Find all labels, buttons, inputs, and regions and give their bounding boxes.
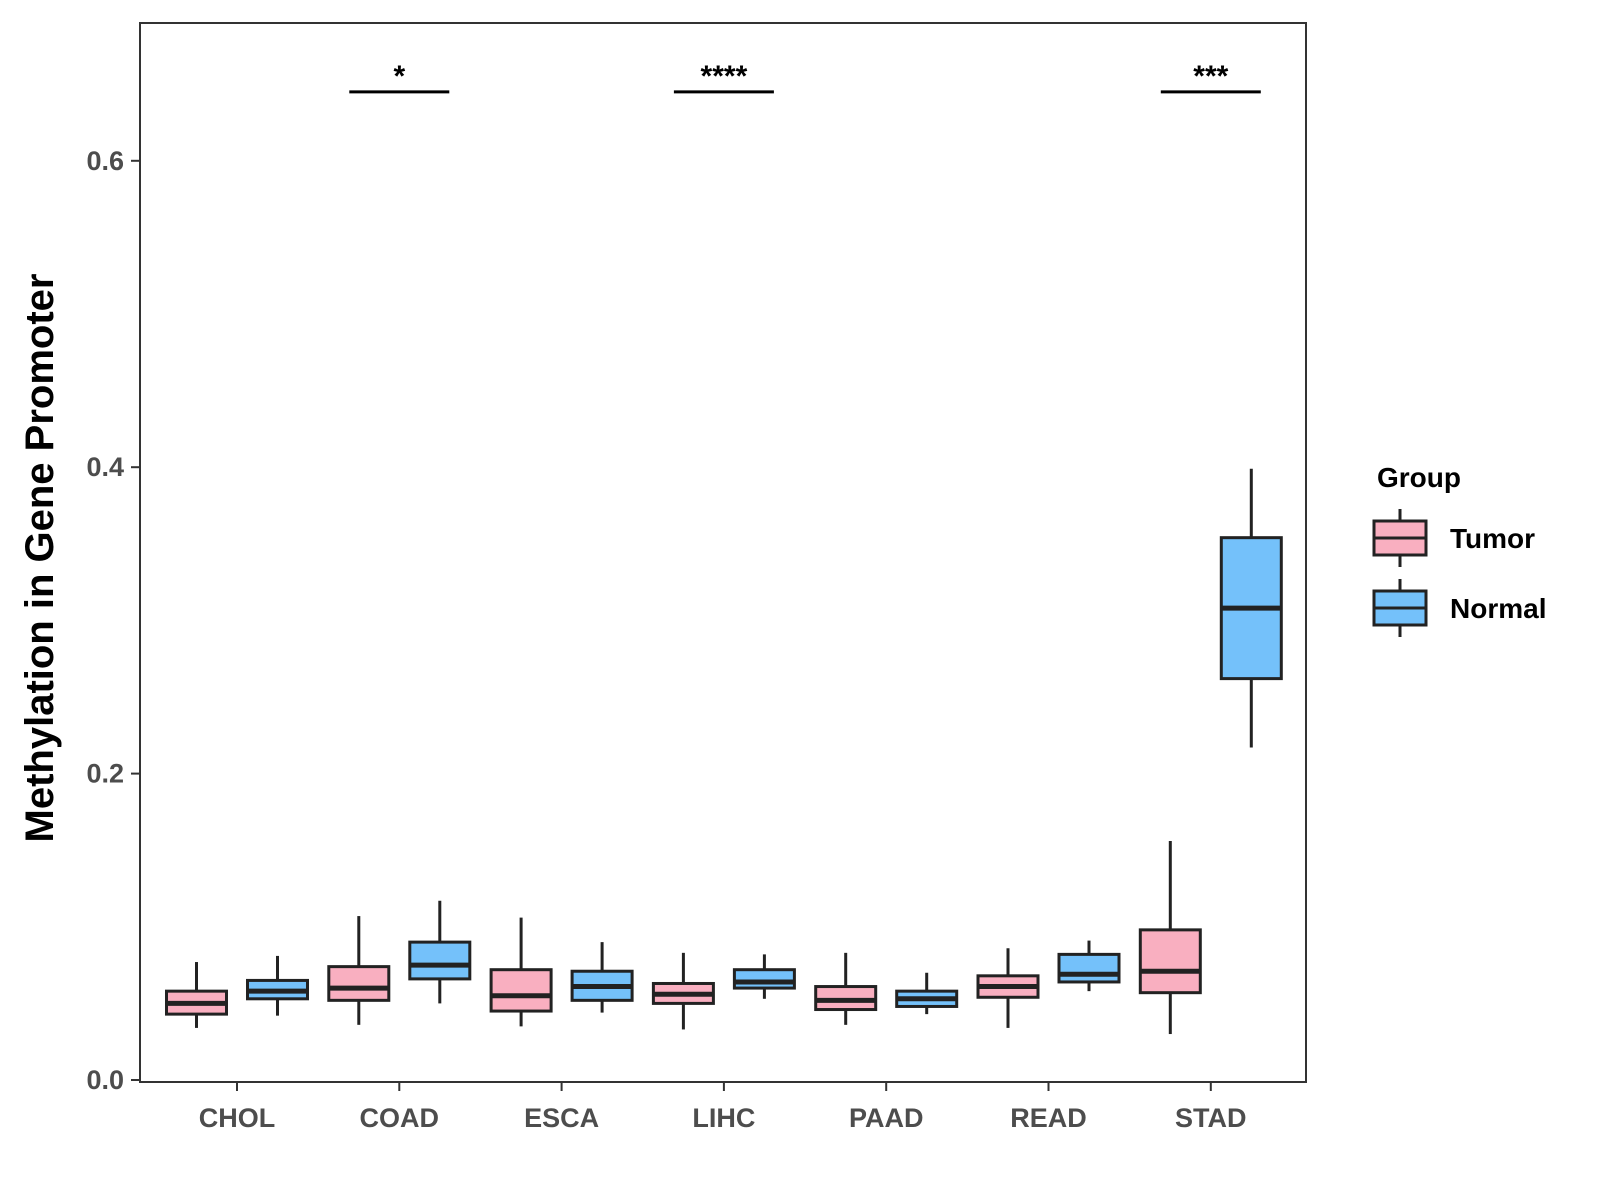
box-normal-lihc xyxy=(732,954,796,999)
y-tick-label: 0.2 xyxy=(86,759,124,789)
y-tick-label: 0.4 xyxy=(86,452,124,482)
x-tick-label: PAAD xyxy=(849,1103,924,1133)
significance-annotations: * **** *** xyxy=(349,60,1261,94)
box-body xyxy=(1057,952,1121,984)
box-tumor-chol xyxy=(165,962,228,1028)
x-axis: CHOL COAD ESCA LIHC PAAD READ STAD xyxy=(199,1082,1247,1133)
box-body xyxy=(1138,928,1202,995)
box-normal-coad xyxy=(408,900,472,1004)
box-normal-esca xyxy=(570,942,634,1013)
legend-title: Group xyxy=(1377,462,1461,493)
significance-label: *** xyxy=(1193,60,1228,93)
box-body xyxy=(408,940,472,981)
box-body xyxy=(732,968,796,990)
box-tumor-lihc xyxy=(651,952,715,1030)
legend-label-normal: Normal xyxy=(1450,593,1546,624)
box-body xyxy=(489,968,553,1013)
x-tick-label: ESCA xyxy=(524,1103,599,1133)
legend: Group Tumor Normal xyxy=(1372,462,1546,637)
legend-label-tumor: Tumor xyxy=(1450,523,1535,554)
x-tick-label: READ xyxy=(1010,1103,1087,1133)
box-normal-paad xyxy=(895,972,959,1015)
y-tick-label: 0.6 xyxy=(86,146,124,176)
significance-label: **** xyxy=(701,60,748,93)
box-tumor-stad xyxy=(1138,841,1202,1035)
box-body xyxy=(327,965,391,1002)
box-normal-read xyxy=(1057,940,1121,992)
box-series-group xyxy=(165,468,1283,1035)
box-normal-chol xyxy=(246,955,309,1016)
y-axis-title: Methylation in Gene Promoter xyxy=(18,274,62,843)
box-tumor-paad xyxy=(814,952,878,1025)
x-tick-label: CHOL xyxy=(199,1103,276,1133)
y-tick-label: 0.0 xyxy=(86,1065,124,1095)
y-axis: 0.0 0.2 0.4 0.6 xyxy=(86,146,140,1095)
x-tick-label: COAD xyxy=(360,1103,440,1133)
significance-label: * xyxy=(393,60,405,93)
box-tumor-coad xyxy=(327,916,391,1025)
box-tumor-esca xyxy=(489,917,553,1027)
x-tick-label: STAD xyxy=(1175,1103,1247,1133)
box-tumor-read xyxy=(976,948,1040,1028)
box-normal-stad xyxy=(1219,468,1283,748)
x-tick-label: LIHC xyxy=(692,1103,755,1133)
